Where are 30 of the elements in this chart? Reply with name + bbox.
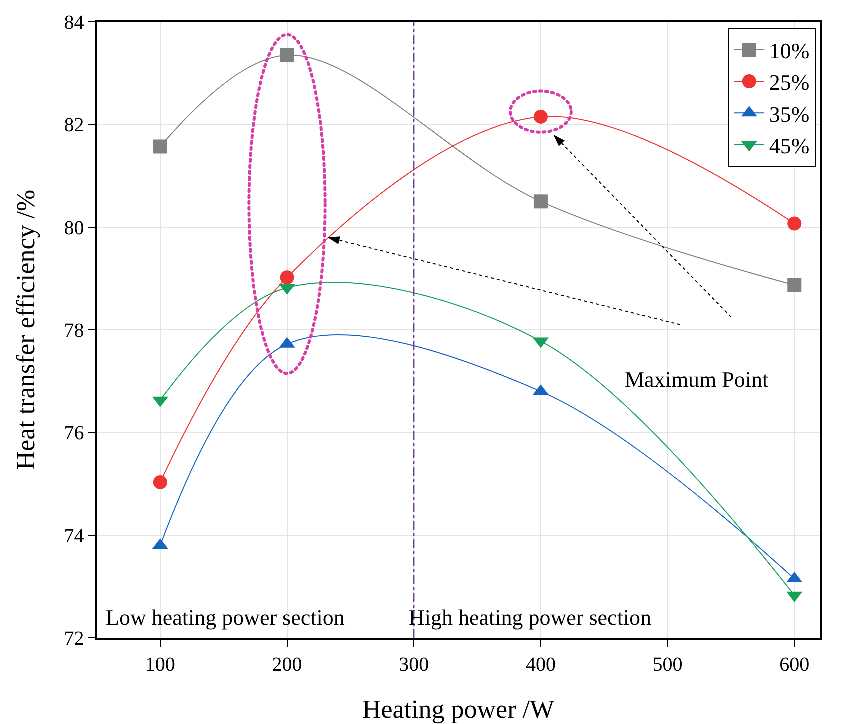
point [153,140,168,154]
point [153,475,168,490]
x-tick-label: 600 [780,654,810,676]
point [280,48,294,62]
point [534,110,548,124]
x-tick-label: 300 [399,654,430,676]
y-tick-label: 72 [64,628,84,650]
y-tick-label: 82 [64,114,84,137]
legend-label: 10% [769,38,810,64]
legend-label: 45% [769,133,810,158]
y-tick-label: 76 [64,422,84,445]
x-tick-label: 400 [526,654,556,676]
x-tick-label: 100 [145,654,176,676]
point [788,278,802,292]
point [788,216,802,231]
annotation: High heating power section [409,605,652,630]
y-tick-label: 74 [64,525,84,548]
y-tick-label: 84 [64,12,84,34]
y-tick-label: 80 [64,217,84,240]
x-tick-label: 500 [652,654,683,676]
point [534,194,548,209]
y-tick-label: 78 [64,320,84,342]
annotation: Maximum Point [625,367,769,392]
x-axis-title: Heating power /W [362,695,555,724]
x-tick-label: 200 [272,654,302,676]
legend-label: 25% [769,70,810,96]
annotation: Low heating power section [106,605,345,630]
y-axis-title: Heat transfer efficiency /% [12,190,40,470]
point [280,270,294,285]
legend-label: 35% [769,102,810,127]
